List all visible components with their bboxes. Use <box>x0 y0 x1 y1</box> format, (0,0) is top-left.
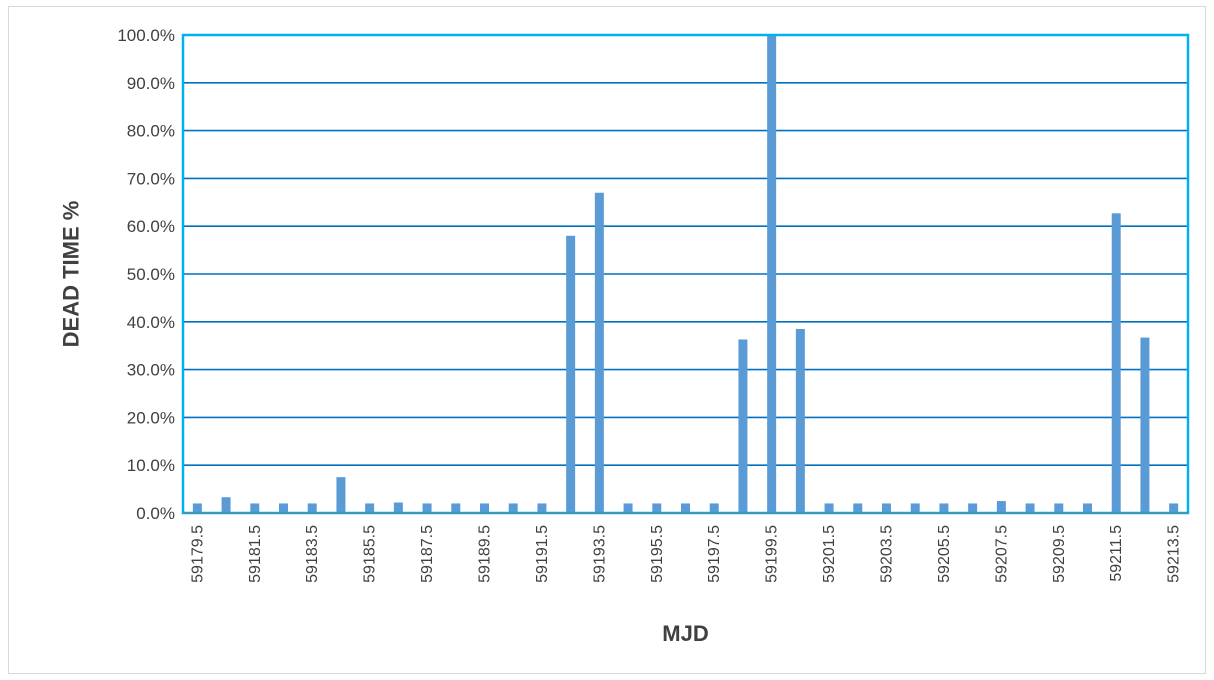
y-tick-label: 60.0% <box>127 217 175 236</box>
x-tick-label: 59195.5 <box>649 525 666 583</box>
x-tick-label: 59191.5 <box>534 525 551 583</box>
x-tick-label: 59205.5 <box>936 525 953 583</box>
bar <box>594 192 604 514</box>
y-tick-label: 80.0% <box>127 122 175 141</box>
bar <box>910 503 920 513</box>
y-tick-label: 50.0% <box>127 265 175 284</box>
x-axis-tick-labels: 59179.5 59181.5 59183.5 59185.5 59187.5 59189… <box>189 525 1182 583</box>
y-tick-label: 70.0% <box>127 169 175 188</box>
bar <box>1083 503 1092 513</box>
bar <box>681 503 690 513</box>
bar <box>307 503 317 513</box>
x-tick-label: 59185.5 <box>362 525 379 583</box>
x-tick-label: 59197.5 <box>706 525 723 583</box>
bar <box>393 502 403 513</box>
chart-frame: 0.0% 10.0% 20.0% 30.0% 40.0% 50.0% 60.0% 70.0% 8… <box>8 6 1206 674</box>
x-axis-title: MJD <box>662 621 708 646</box>
y-tick-label: 90.0% <box>127 74 175 93</box>
bar <box>623 503 633 513</box>
y-tick-label: 10.0% <box>127 456 175 475</box>
bar <box>508 503 518 513</box>
bar <box>279 503 288 513</box>
x-tick-label: 59181.5 <box>247 525 264 583</box>
x-tick-label: 59183.5 <box>304 525 321 583</box>
bar <box>968 503 978 513</box>
bar <box>365 503 375 513</box>
bar-chart: 0.0% 10.0% 20.0% 30.0% 40.0% 50.0% 60.0% 70.0% 8… <box>59 26 1190 646</box>
bar <box>1169 503 1179 513</box>
y-tick-label: 0.0% <box>136 504 175 523</box>
bar <box>566 235 576 513</box>
bar <box>1140 337 1150 513</box>
y-tick-label: 40.0% <box>127 313 175 332</box>
bar <box>221 497 231 513</box>
bar <box>824 503 834 513</box>
x-tick-label: 59211.5 <box>1108 525 1125 582</box>
bar <box>738 339 748 513</box>
x-tick-label: 59189.5 <box>477 525 494 583</box>
gridlines <box>183 82 1188 467</box>
x-tick-label: 59209.5 <box>1051 525 1068 583</box>
y-axis-tick-labels: 0.0% 10.0% 20.0% 30.0% 40.0% 50.0% 60.0% 70.0% 8… <box>117 26 175 523</box>
x-tick-label: 59179.5 <box>189 525 206 583</box>
bar <box>996 501 1006 513</box>
bar <box>1054 503 1064 513</box>
bar <box>652 503 662 513</box>
bar <box>451 503 461 513</box>
x-tick-label: 59213.5 <box>1166 525 1183 583</box>
bar <box>422 503 432 513</box>
bar <box>336 477 346 513</box>
x-tick-label: 59203.5 <box>879 525 896 583</box>
bars <box>192 35 1179 514</box>
x-tick-label: 59207.5 <box>993 525 1010 583</box>
bar <box>882 503 891 513</box>
y-axis-title: DEAD TIME % <box>59 201 84 348</box>
bar <box>939 503 949 513</box>
bar <box>1111 213 1121 513</box>
bar <box>795 328 805 513</box>
bar <box>537 503 547 513</box>
y-tick-label: 100.0% <box>117 26 175 45</box>
bar <box>853 503 863 513</box>
y-tick-label: 20.0% <box>127 408 175 427</box>
bar <box>192 503 202 513</box>
x-tick-label: 59201.5 <box>821 525 838 583</box>
bar <box>1025 503 1035 513</box>
bar <box>250 503 260 513</box>
bar <box>480 503 489 513</box>
bar <box>709 503 719 513</box>
x-tick-label: 59199.5 <box>764 525 781 583</box>
x-tick-label: 59187.5 <box>419 525 436 583</box>
y-tick-label: 30.0% <box>127 361 175 380</box>
x-tick-label: 59193.5 <box>591 525 608 583</box>
bar <box>767 35 777 513</box>
